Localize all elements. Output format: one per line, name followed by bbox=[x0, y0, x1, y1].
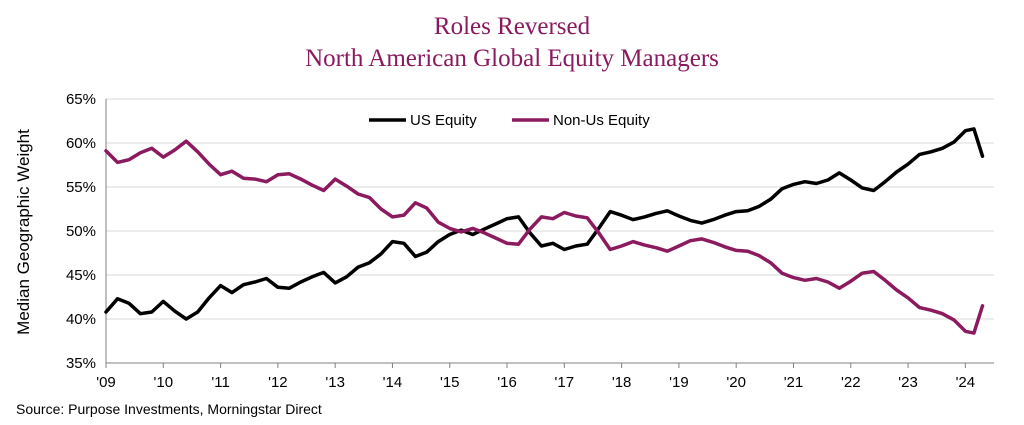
x-tick-label: '09 bbox=[96, 374, 116, 391]
y-tick-label: 60% bbox=[66, 135, 96, 152]
x-tick-label: '10 bbox=[154, 374, 174, 391]
non-us-equity-line bbox=[104, 139, 985, 335]
x-tick-label: '24 bbox=[956, 374, 976, 391]
gridlines bbox=[106, 98, 994, 320]
chart-title: Roles Reversed bbox=[433, 13, 591, 40]
x-tick-label: '16 bbox=[497, 374, 517, 391]
x-tick-label: '22 bbox=[841, 374, 861, 391]
y-tick-label: 55% bbox=[66, 179, 96, 196]
y-tick-label: 65% bbox=[66, 91, 96, 108]
source-note: Source: Purpose Investments, Morningstar… bbox=[16, 401, 322, 417]
axes bbox=[105, 99, 994, 364]
x-tick-label: '23 bbox=[898, 374, 918, 391]
x-tick-label: '19 bbox=[669, 374, 689, 391]
us-equity-line bbox=[104, 127, 985, 321]
x-tick-label: '17 bbox=[555, 374, 575, 391]
x-axis-ticks: '09 '10 '11 '12 '13 '14 '15 '16 '17 '18 '19 '20 '21 '… bbox=[96, 363, 975, 391]
x-tick-label: '18 bbox=[612, 374, 632, 391]
y-tick-label: 40% bbox=[66, 311, 96, 328]
x-tick-label: '20 bbox=[726, 374, 746, 391]
chart-subtitle: North American Global Equity Managers bbox=[305, 45, 719, 72]
y-tick-label: 50% bbox=[66, 223, 96, 240]
x-tick-label: '14 bbox=[383, 374, 403, 391]
x-tick-label: '21 bbox=[784, 374, 804, 391]
x-tick-label: '11 bbox=[211, 374, 229, 391]
x-tick-label: '15 bbox=[440, 374, 460, 391]
series-lines bbox=[104, 127, 985, 335]
y-tick-label: 45% bbox=[66, 267, 96, 284]
legend: US Equity Non-Us Equity bbox=[369, 112, 650, 129]
y-axis-label: Median Geographic Weight bbox=[14, 129, 33, 335]
x-tick-label: '12 bbox=[268, 374, 288, 391]
y-tick-label: 35% bbox=[66, 355, 96, 372]
y-axis-ticks: 35% 40% 45% 50% 55% 60% 65% bbox=[66, 91, 96, 372]
legend-label: US Equity bbox=[410, 112, 477, 129]
x-tick-label: '13 bbox=[325, 374, 345, 391]
legend-label: Non-Us Equity bbox=[553, 112, 650, 129]
